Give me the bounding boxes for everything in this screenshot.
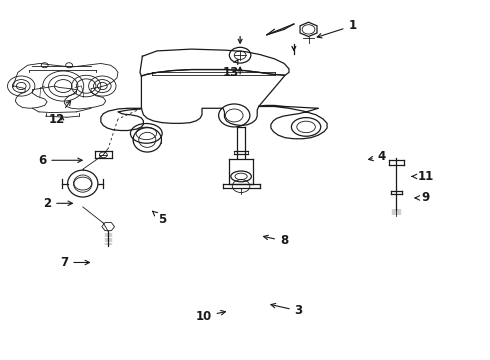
Text: 5: 5 [152,211,166,226]
Text: 4: 4 [368,150,386,163]
Text: 2: 2 [43,197,73,210]
Text: 8: 8 [264,234,288,247]
Text: 11: 11 [412,170,434,183]
Text: 12: 12 [49,101,71,126]
Text: 10: 10 [196,310,225,323]
Text: 3: 3 [271,303,303,318]
Text: 6: 6 [38,154,82,167]
Text: 1: 1 [317,19,357,38]
Text: 9: 9 [415,192,430,204]
Text: 13: 13 [222,60,239,79]
Text: 7: 7 [60,256,90,269]
